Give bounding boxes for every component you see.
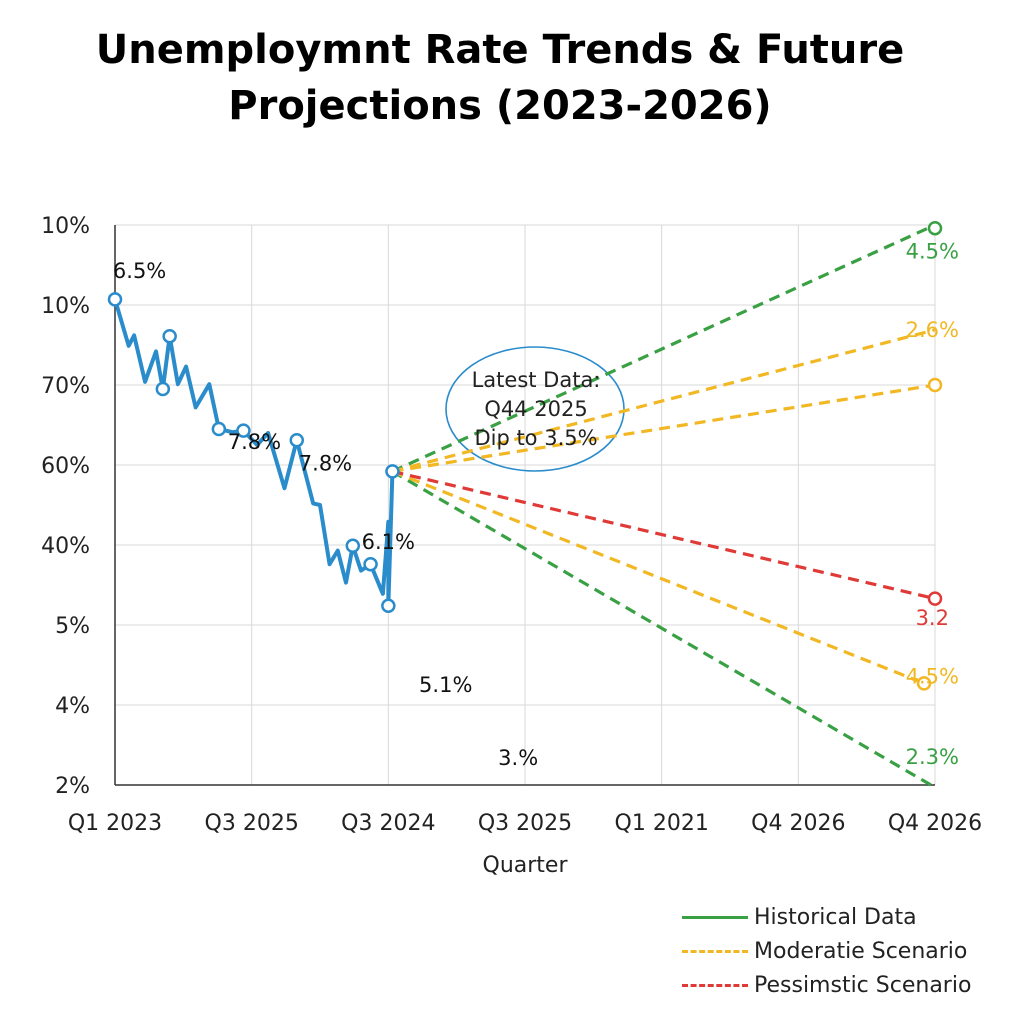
x-tick-label-5: Q4 2026 [751,811,845,836]
chart-title: Unemploymnt Rate Trends & Future Project… [0,22,1000,134]
y-tick-label-3: 60% [41,454,90,479]
projection-line-1-1 [392,383,936,473]
historical-point-6 [345,538,361,554]
legend-item-historical: Historical Data [682,900,971,934]
legend-label-historical: Historical Data [754,904,917,930]
legend-item-moderate: Moderatie Scenario [682,934,971,968]
y-tick-label-4: 40% [41,534,90,559]
historical-point-7 [363,556,378,572]
projection-end-point-1-1 [916,676,932,691]
data-label-8: 3.2 [916,606,949,630]
data-label-5: 3.% [498,746,538,770]
historical-point-8 [381,598,396,614]
legend-swatch-historical [682,915,748,919]
data-label-10: 2.3% [906,745,959,769]
x-tick-label-2: Q3 2024 [341,811,435,836]
data-label-4: 5.1% [419,673,472,697]
projection-end-point-1-0 [927,377,943,393]
x-tick-label-3: Q3 2025 [478,811,572,836]
projection-end-point-2-0 [927,591,943,606]
chart-title-line-2: Projections (2023-2026) [228,83,772,129]
legend-item-pessimistic: Pessimstic Scenario [682,968,971,1002]
latest-data-callout [445,346,625,472]
callout-line-2: Q44 2025 [484,397,588,421]
historical-point-5 [289,432,305,448]
y-tick-label-1: 10% [41,294,90,319]
y-tick-label-2: 70% [41,374,90,399]
historical-point-3 [211,421,227,437]
projection-line-1-0 [392,328,936,473]
latest-data-callout-text: Latest Data: Q44 2025 Dip to 3.5% [446,366,626,453]
y-tick-label-7: 2% [55,774,90,799]
x-tick-label-1: Q3 2025 [205,811,299,836]
projection-line-0-0 [391,223,936,473]
data-label-9: 4.5% [906,664,959,688]
historical-point-0 [107,292,123,307]
data-label-0: 6.5% [113,259,166,283]
projection-line-2-0 [392,469,936,601]
projection-line-0-1 [391,470,932,787]
data-label-3: 6.1% [362,530,415,554]
x-axis-label: Quarter [483,853,569,878]
data-label-6: 4.5% [906,240,959,264]
chart-legend: Historical Data Moderatie Scenario Pessi… [682,900,971,1002]
y-tick-label-6: 4% [55,694,90,719]
callout-line-1: Latest Data: [471,368,601,392]
data-label-1: 7.8% [228,430,281,454]
data-label-2: 7.8% [299,452,352,476]
x-tick-label-4: Q1 2021 [615,811,709,836]
historical-point-2 [155,381,171,397]
historical-point-4 [236,423,251,438]
projection-line-1-2 [391,469,925,685]
legend-swatch-pessimistic [682,983,748,987]
projection-end-point-0-0 [927,220,943,236]
y-tick-label-5: 5% [55,614,90,639]
x-tick-label-6: Q4 2026 [888,811,982,836]
legend-swatch-moderate [682,949,748,953]
historical-point-9 [385,464,400,479]
data-label-7: 2.6% [906,318,959,342]
callout-line-3: Dip to 3.5% [474,426,598,450]
historical-point-1 [162,328,177,344]
chart-title-line-1: Unemploymnt Rate Trends & Future [95,27,905,73]
x-tick-label-0: Q1 2023 [68,811,162,836]
legend-label-moderate: Moderatie Scenario [754,938,968,964]
legend-label-pessimistic: Pessimstic Scenario [754,972,972,998]
y-tick-label-0: 10% [41,214,90,239]
